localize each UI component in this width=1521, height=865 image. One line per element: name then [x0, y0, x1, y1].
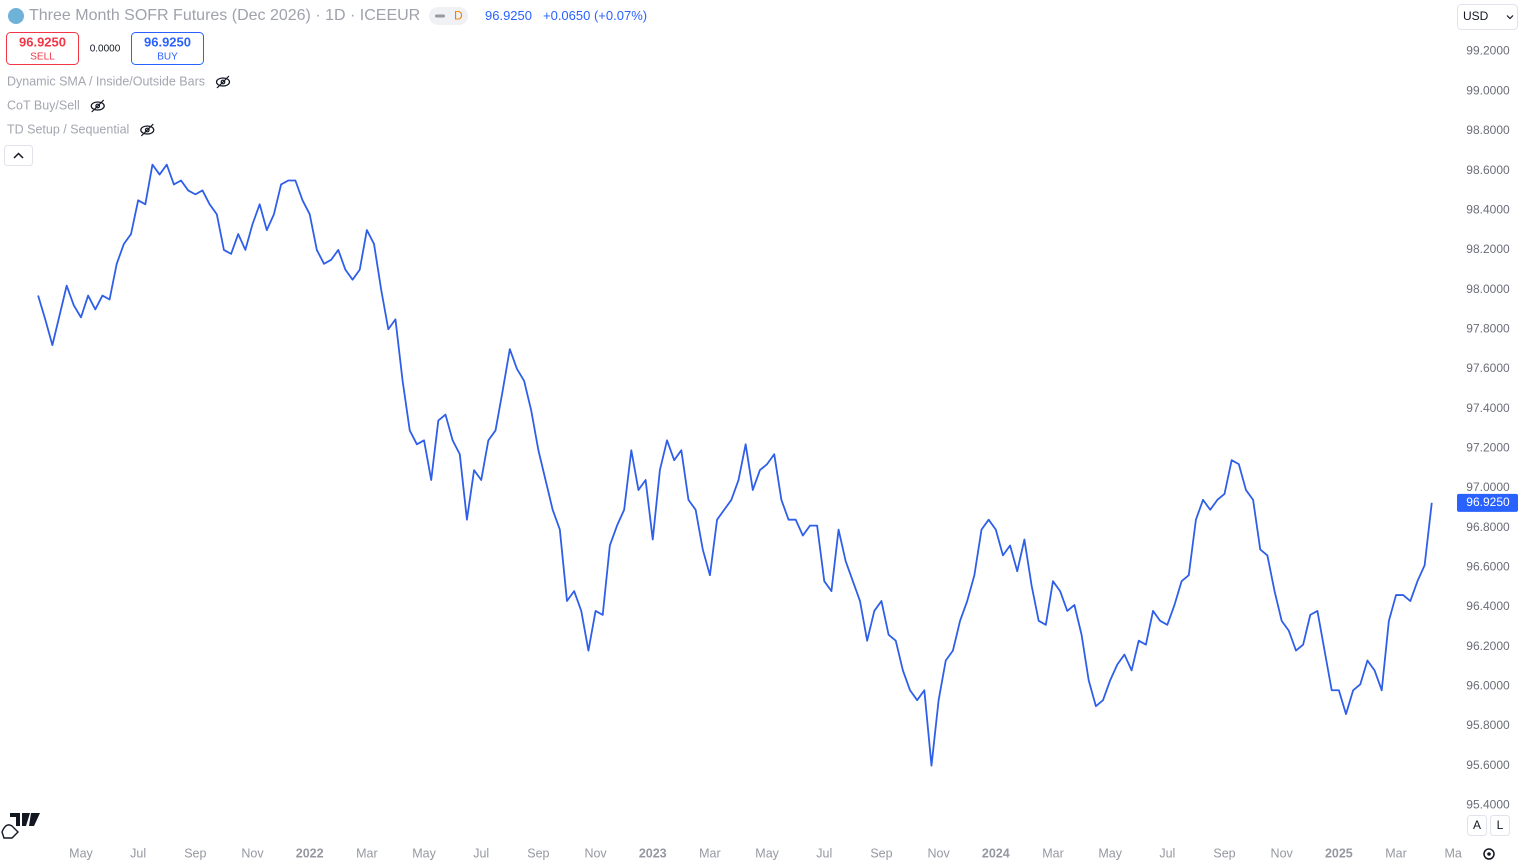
auto-button[interactable] [1467, 815, 1487, 836]
x-tick-label: Sep [870, 846, 892, 860]
eye-slash [216, 75, 230, 89]
currency: USD [1463, 9, 1489, 23]
y-tick-label: 99.2000 [1466, 44, 1510, 58]
x-tick-label: 2025 [1325, 846, 1353, 860]
x-tick-label: Ma [1445, 846, 1462, 860]
x-tick-label: May [69, 846, 93, 860]
x-tick-label: Nov [928, 846, 951, 860]
x-tick-label: Jul [816, 846, 832, 860]
x-tick-label: Mar [1385, 846, 1407, 860]
log-label: L [1497, 818, 1504, 832]
indicator[interactable]: TD Setup / Sequential [7, 122, 129, 136]
price-line [37, 163, 1433, 767]
currency-select[interactable] [1457, 4, 1518, 30]
eye-slash [140, 123, 154, 137]
x-tick-label: 2023 [639, 846, 667, 860]
y-tick-label: 95.6000 [1466, 758, 1510, 772]
y-tick-label: 98.4000 [1466, 202, 1510, 216]
buy-price: 96.9250 [144, 34, 191, 49]
x-tick-label: 2024 [982, 846, 1010, 860]
x-tick-label: Jul [473, 846, 489, 860]
logo [1, 813, 40, 839]
x-tick-label: Mar [356, 846, 378, 860]
y-tick-label: 95.4000 [1466, 797, 1510, 811]
last-price-label: 96.9250 [1466, 495, 1510, 509]
badge: D [454, 9, 463, 23]
symbol-icon [8, 8, 24, 24]
y-tick-label: 96.4000 [1466, 599, 1510, 613]
x-tick-label: 2022 [296, 846, 324, 860]
y-tick-label: 98.2000 [1466, 242, 1510, 256]
y-tick-label: 98.6000 [1466, 163, 1510, 177]
indicator[interactable]: Dynamic SMA / Inside/Outside Bars [7, 74, 205, 88]
change: +0.0650 (+0.07%) [543, 8, 647, 23]
badge-bg [429, 7, 468, 25]
y-tick-label: 96.0000 [1466, 678, 1510, 692]
collapse-button[interactable] [4, 145, 33, 166]
badge-dash [435, 14, 445, 18]
spread: 0.0000 [90, 44, 121, 55]
x-tick-label: May [755, 846, 779, 860]
x-tick-label: Jul [130, 846, 146, 860]
price: 96.9250 [485, 8, 532, 23]
eye-pupil [95, 103, 101, 109]
y-tick-label: 97.0000 [1466, 480, 1510, 494]
x-tick-label: Sep [527, 846, 549, 860]
y-tick-label: 97.6000 [1466, 361, 1510, 375]
log-button[interactable] [1490, 815, 1510, 836]
eye-icon[interactable] [215, 77, 231, 87]
x-tick-label: Jul [1159, 846, 1175, 860]
header: Three Month SOFR Futures (Dec 2026) · 1D… [4, 7, 647, 166]
dropdown-icon [1506, 15, 1514, 20]
eye-icon[interactable] [140, 125, 155, 135]
x-tick-label: Nov [1271, 846, 1294, 860]
symbol-title[interactable]: Three Month SOFR Futures (Dec 2026) · 1D… [29, 7, 420, 24]
indicator[interactable]: CoT Buy/Sell [7, 98, 80, 112]
x-tick-label: Mar [699, 846, 721, 860]
eye-slash [91, 99, 105, 113]
x-tick-label: May [412, 846, 436, 860]
x-tick-label: Nov [241, 846, 264, 860]
y-tick-label: 96.8000 [1466, 520, 1510, 534]
y-tick-label: 97.2000 [1466, 440, 1510, 454]
x-tick-label: Nov [584, 846, 607, 860]
y-tick-label: 96.6000 [1466, 559, 1510, 573]
settings-dot [1487, 852, 1491, 856]
y-tick-label: 98.0000 [1466, 282, 1510, 296]
x-tick-label: Sep [1213, 846, 1235, 860]
y-tick-label: 98.8000 [1466, 123, 1510, 137]
auto-label: A [1473, 818, 1481, 832]
sell-button[interactable] [6, 32, 79, 65]
controls: USD A L [1, 4, 1518, 860]
eye-pupil [220, 79, 226, 85]
y-tick-label: 95.8000 [1466, 718, 1510, 732]
buy-button[interactable] [131, 32, 204, 65]
y-tick-label: 97.8000 [1466, 321, 1510, 335]
y-tick-label: 97.4000 [1466, 401, 1510, 415]
collapse-icon [13, 152, 24, 159]
x-tick-label: Mar [1042, 846, 1064, 860]
eye-icon[interactable] [90, 101, 105, 111]
y-tick-label: 99.0000 [1466, 83, 1510, 97]
eye-pupil [144, 127, 150, 133]
buy-label: BUY [157, 52, 178, 63]
x-tick-label: May [1098, 846, 1122, 860]
sell-price: 96.9250 [19, 34, 66, 49]
last-price-tag [1457, 493, 1518, 512]
logo-mark [10, 813, 40, 826]
logo-ghost [1, 824, 19, 839]
settings-icon[interactable] [1483, 848, 1495, 860]
x-tick-label: Sep [184, 846, 206, 860]
sell-label: SELL [30, 52, 55, 63]
y-tick-label: 96.2000 [1466, 639, 1510, 653]
